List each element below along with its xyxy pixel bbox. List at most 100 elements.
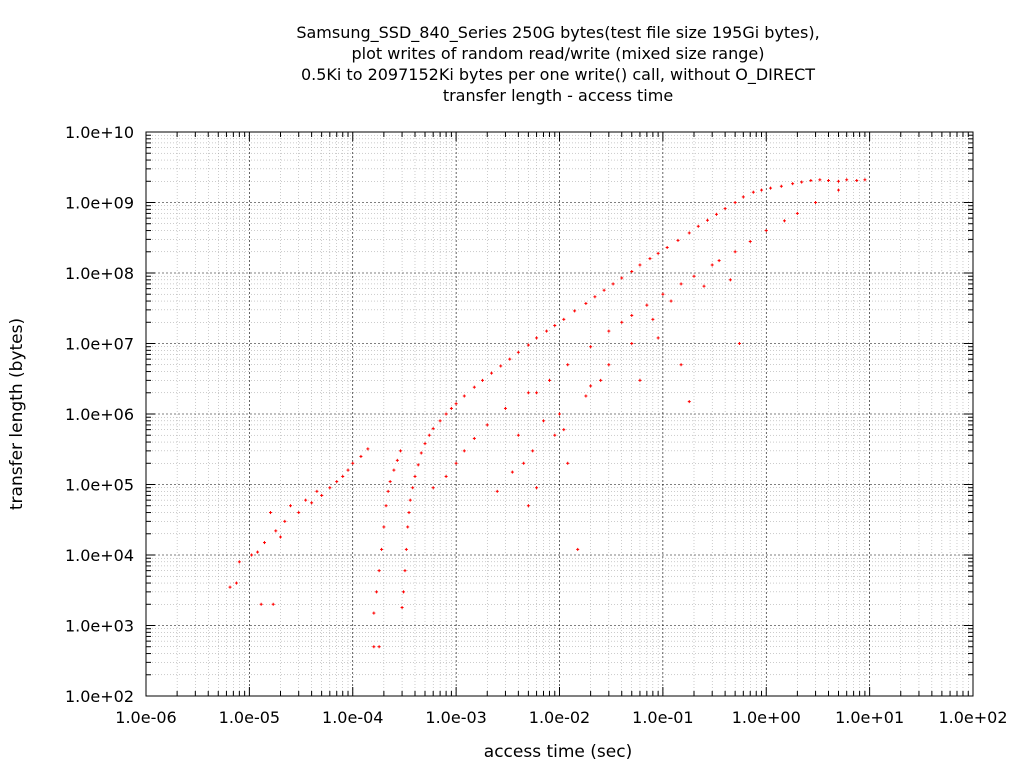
- data-point: [268, 511, 272, 515]
- data-point: [566, 461, 570, 465]
- y-tick-label: 1.0e+06: [65, 405, 134, 424]
- data-point: [419, 451, 423, 455]
- data-point: [416, 463, 420, 467]
- data-point: [748, 239, 752, 243]
- data-point: [665, 245, 669, 249]
- data-point: [444, 412, 448, 416]
- data-point: [602, 288, 606, 292]
- data-point: [516, 433, 520, 437]
- data-point: [638, 378, 642, 382]
- data-point: [375, 590, 379, 594]
- data-point: [826, 179, 830, 183]
- data-point: [764, 229, 768, 233]
- data-point: [400, 606, 404, 610]
- y-axis-label: transfer length (bytes): [7, 318, 27, 510]
- data-point: [526, 343, 530, 347]
- data-point: [413, 474, 417, 478]
- y-tick-label: 1.0e+09: [65, 194, 134, 213]
- data-point: [638, 263, 642, 267]
- data-point: [278, 535, 282, 539]
- data-point: [526, 391, 530, 395]
- data-point: [351, 461, 355, 465]
- data-point: [462, 394, 466, 398]
- data-point: [760, 188, 764, 192]
- data-point: [547, 378, 551, 382]
- data-point: [611, 282, 615, 286]
- data-points: [228, 178, 867, 649]
- data-point: [289, 504, 293, 508]
- data-point: [687, 400, 691, 404]
- x-tick-label: 1.0e-03: [425, 708, 486, 727]
- data-point: [562, 428, 566, 432]
- data-point: [648, 257, 652, 261]
- data-point: [407, 511, 411, 515]
- data-point: [346, 468, 350, 472]
- y-tick-label: 1.0e+08: [65, 264, 134, 283]
- data-point: [679, 363, 683, 367]
- data-point: [679, 282, 683, 286]
- data-point: [386, 489, 390, 493]
- data-point: [630, 270, 634, 274]
- data-point: [837, 179, 841, 183]
- data-point: [237, 560, 241, 564]
- data-point: [271, 602, 275, 606]
- y-tick-labels: 1.0e+02 1.0e+03 1.0e+04 1.0e+05 1.0e+06 1.0e+…: [65, 123, 134, 706]
- data-point: [431, 486, 435, 490]
- data-point: [576, 547, 580, 551]
- x-tick-labels: 1.0e-06 1.0e-05 1.0e-04 1.0e-03 1.0e-02 1.0e-…: [115, 708, 1007, 727]
- data-point: [315, 489, 319, 493]
- data-point: [411, 486, 415, 490]
- major-grid: [146, 132, 973, 696]
- data-point: [377, 645, 381, 649]
- data-point: [392, 468, 396, 472]
- title-line-2: plot writes of random read/write (mixed …: [352, 44, 765, 63]
- data-point: [535, 391, 539, 395]
- data-point: [791, 182, 795, 186]
- data-point: [733, 201, 737, 204]
- data-point: [845, 178, 849, 182]
- data-point: [651, 317, 655, 321]
- data-point: [656, 251, 660, 255]
- data-point: [495, 489, 499, 493]
- data-point: [573, 309, 577, 313]
- data-point: [769, 186, 773, 190]
- data-point: [687, 231, 691, 235]
- data-point: [782, 219, 786, 223]
- data-point: [250, 553, 254, 557]
- data-point: [499, 364, 503, 368]
- data-point: [656, 336, 660, 340]
- x-tick-label: 1.0e-04: [322, 708, 383, 727]
- data-point: [545, 329, 549, 333]
- data-point: [526, 504, 530, 508]
- data-point: [403, 569, 407, 573]
- data-point: [304, 498, 308, 502]
- data-point: [366, 447, 370, 451]
- data-point: [372, 611, 376, 615]
- data-point: [320, 493, 324, 497]
- data-point: [402, 590, 406, 594]
- data-point: [800, 180, 804, 184]
- chart-title: Samsung_SSD_840_Series 250G bytes(test f…: [296, 23, 819, 105]
- data-point: [472, 385, 476, 389]
- data-point: [462, 449, 466, 453]
- x-tick-label: 1.0e-06: [115, 708, 176, 727]
- data-point: [377, 569, 381, 573]
- data-point: [676, 238, 680, 242]
- data-point: [423, 442, 427, 446]
- data-point: [522, 461, 526, 465]
- x-tick-label: 1.0e+02: [938, 708, 1007, 727]
- data-point: [702, 284, 706, 288]
- data-point: [449, 406, 453, 410]
- data-point: [669, 299, 673, 303]
- data-point: [795, 211, 799, 215]
- data-point: [863, 178, 867, 182]
- data-point: [692, 274, 696, 278]
- data-point: [620, 276, 624, 280]
- title-line-4: transfer length - access time: [443, 86, 673, 105]
- data-point: [714, 212, 718, 216]
- data-point: [607, 363, 611, 367]
- x-tick-label: 1.0e-01: [632, 708, 693, 727]
- data-point: [444, 474, 448, 478]
- data-point: [341, 474, 345, 478]
- data-point: [485, 423, 489, 427]
